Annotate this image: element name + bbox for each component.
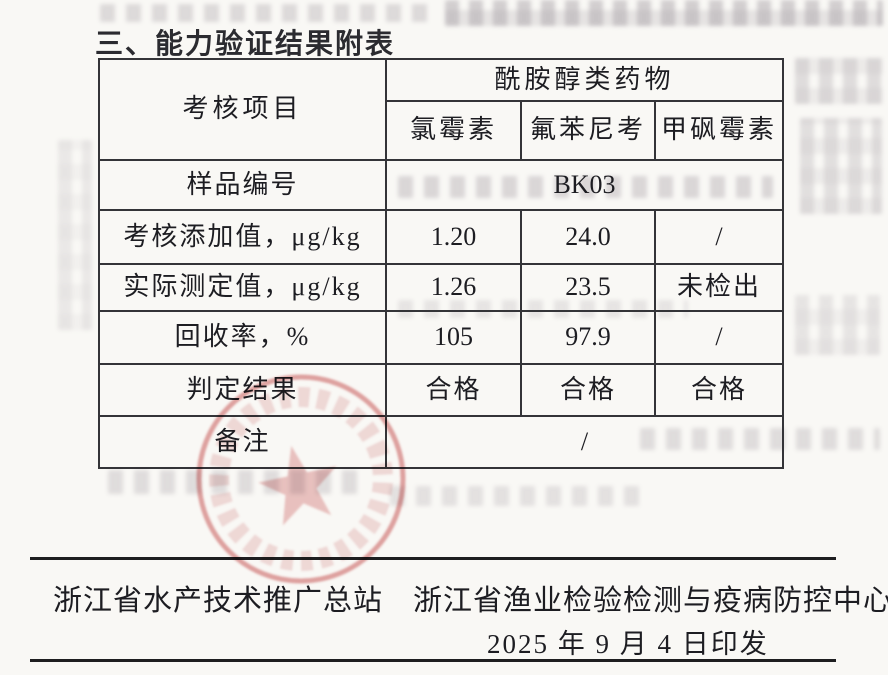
show-through-artifact	[100, 4, 430, 22]
header-drug-florfenicol: 氟苯尼考	[520, 100, 656, 161]
header-drug-class: 酰胺醇类药物	[385, 58, 784, 102]
footer-bottom-rule	[30, 659, 836, 662]
table-row: 判定结果 合格 合格 合格	[98, 363, 784, 417]
show-through-artifact	[800, 118, 882, 214]
cell-judgment: 合格	[520, 363, 656, 417]
table-row: 实际测定值，μg/kg 1.26 23.5 未检出	[98, 263, 784, 312]
show-through-artifact	[445, 0, 883, 26]
header-item-label: 考核项目	[98, 58, 387, 161]
row-label-measured-value: 实际测定值，μg/kg	[98, 263, 387, 312]
table-row: 样品编号 BK03	[98, 159, 784, 211]
cell-value: 23.5	[520, 263, 656, 312]
row-label-spiked-value: 考核添加值，μg/kg	[98, 209, 387, 265]
cell-value: 105	[385, 310, 522, 365]
header-drug-chloramphenicol: 氯霉素	[385, 100, 522, 161]
table-row: 备注 /	[98, 415, 784, 469]
show-through-artifact	[795, 295, 880, 355]
cell-value: 未检出	[654, 263, 784, 312]
cell-sample-id: BK03	[385, 159, 784, 211]
show-through-artifact	[390, 486, 650, 506]
footer-organizations: 浙江省水产技术推广总站 浙江省渔业检验检测与疫病防控中心	[53, 577, 888, 619]
row-label-sample-id: 样品编号	[98, 159, 387, 211]
show-through-artifact	[108, 470, 358, 494]
cell-remarks: /	[385, 415, 784, 469]
footer-top-rule	[30, 557, 836, 560]
cell-value: 24.0	[520, 209, 656, 265]
footer-issue-date: 2025 年 9 月 4 日印发	[487, 629, 769, 659]
row-label-remarks: 备注	[98, 415, 387, 469]
cell-value: 1.20	[385, 209, 522, 265]
footer-org-1: 浙江省水产技术推广总站	[53, 585, 384, 617]
proficiency-result-table: 考核项目 酰胺醇类药物 氯霉素 氟苯尼考 甲砜霉素 样品编号 BK03 考核添加…	[98, 58, 784, 469]
page-title: 三、能力验证结果附表	[95, 28, 396, 59]
cell-value: 97.9	[520, 310, 656, 365]
cell-value: /	[654, 310, 784, 365]
cell-value: /	[654, 209, 784, 265]
table-row: 回收率，% 105 97.9 /	[98, 310, 784, 365]
row-label-recovery: 回收率，%	[98, 310, 387, 365]
show-through-artifact	[795, 58, 883, 104]
show-through-artifact	[58, 140, 92, 330]
table-row: 考核添加值，μg/kg 1.20 24.0 /	[98, 209, 784, 265]
cell-judgment: 合格	[385, 363, 522, 417]
cell-value: 1.26	[385, 263, 522, 312]
row-label-judgment: 判定结果	[98, 363, 387, 417]
footer-org-2: 浙江省渔业检验检测与疫病防控中心	[413, 585, 888, 617]
header-drug-thiamphenicol: 甲砜霉素	[654, 100, 784, 161]
cell-judgment: 合格	[654, 363, 784, 417]
